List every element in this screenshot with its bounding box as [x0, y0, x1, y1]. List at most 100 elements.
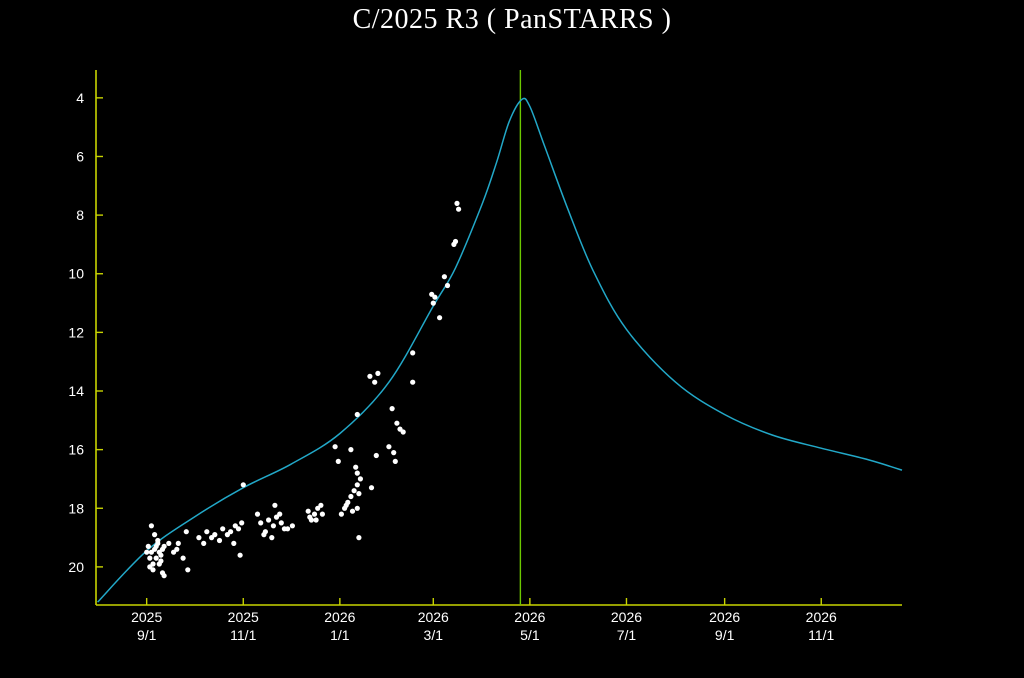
observation-point: [410, 379, 416, 385]
x-tick-date: 3/1: [424, 627, 444, 643]
observation-point: [335, 458, 341, 464]
x-tick-year: 2026: [514, 609, 545, 625]
observation-point: [152, 532, 158, 538]
observation-point: [147, 555, 153, 561]
x-tick-date: 9/1: [715, 627, 735, 643]
observation-point: [201, 540, 207, 547]
observation-point: [392, 458, 398, 464]
observation-point: [372, 379, 378, 385]
observation-point: [305, 508, 311, 514]
x-tick-date: 11/1: [808, 627, 834, 643]
observation-point: [319, 511, 325, 517]
observation-point: [235, 526, 242, 532]
y-tick-label: 16: [68, 442, 84, 458]
observation-point: [237, 552, 243, 558]
observation-point: [289, 523, 295, 529]
x-tick-date: 9/1: [137, 627, 157, 643]
y-tick-label: 14: [68, 383, 84, 399]
predicted-magnitude-curve: [97, 97, 903, 603]
observation-points: [144, 200, 462, 579]
observation-point: [354, 411, 360, 418]
x-tick-year: 2026: [709, 609, 740, 625]
observation-point: [307, 514, 313, 520]
observation-point: [254, 511, 261, 517]
observation-point: [175, 540, 181, 547]
observation-point: [240, 482, 246, 488]
x-tick-date: 11/1: [230, 627, 256, 643]
observation-point: [272, 502, 278, 508]
observation-point: [367, 373, 373, 379]
x-tick-year: 2026: [806, 609, 837, 625]
observation-point: [343, 502, 349, 508]
observation-point: [313, 517, 319, 523]
observation-point: [389, 406, 395, 412]
observation-point: [231, 540, 237, 547]
observation-point: [356, 535, 362, 541]
observation-point: [456, 206, 462, 212]
observation-point: [156, 561, 162, 567]
observation-point: [158, 552, 164, 558]
y-tick-label: 6: [76, 148, 84, 164]
y-tick-labels: 4 6 8 10 12 14 16 18 20: [68, 90, 84, 575]
observation-point: [348, 493, 354, 500]
observation-point: [432, 294, 438, 300]
observation-point: [228, 529, 234, 535]
observation-point: [318, 502, 324, 508]
x-tick-date: 7/1: [617, 627, 637, 643]
y-tick-label: 8: [76, 207, 84, 223]
observation-point: [354, 505, 360, 511]
observation-point: [196, 535, 202, 541]
observation-point: [351, 488, 357, 494]
observation-point: [349, 508, 356, 514]
observation-point: [161, 573, 167, 579]
observation-point: [357, 476, 363, 482]
observation-point: [161, 543, 167, 550]
observation-point: [150, 567, 156, 573]
observation-point: [285, 526, 291, 532]
observation-point: [180, 555, 186, 561]
observation-point: [386, 444, 392, 450]
y-tick-label: 4: [76, 90, 84, 106]
observation-point: [391, 450, 397, 456]
observation-point: [269, 535, 275, 541]
observation-point: [266, 517, 272, 523]
observation-point: [348, 447, 354, 453]
observation-point: [185, 567, 191, 573]
x-tick-date: 1/1: [330, 627, 350, 643]
axes: [95, 70, 902, 606]
observation-point: [216, 537, 223, 544]
observation-point: [183, 529, 189, 535]
observation-point: [394, 420, 400, 426]
observation-point: [353, 464, 359, 470]
observation-point: [430, 300, 436, 306]
observation-point: [354, 470, 360, 476]
chart-title: C/2025 R3 ( PanSTARRS ): [352, 4, 672, 35]
observation-point: [356, 491, 362, 497]
observation-point: [451, 241, 457, 247]
observation-point: [270, 523, 276, 529]
observation-point: [148, 523, 154, 529]
observation-point: [373, 452, 379, 459]
observation-point: [400, 429, 406, 435]
observation-point: [311, 511, 318, 517]
observation-point: [155, 540, 161, 547]
observation-point: [204, 529, 210, 535]
observation-point: [437, 315, 443, 321]
magnitude-curve: [97, 97, 903, 603]
observation-point: [220, 526, 226, 532]
observation-point: [368, 485, 375, 491]
y-tick-label: 10: [68, 266, 84, 282]
observation-point: [174, 546, 180, 552]
observation-point: [261, 532, 267, 538]
x-tick-year: 2026: [418, 609, 449, 625]
observation-point: [277, 511, 283, 517]
observation-point: [145, 543, 151, 550]
observation-point: [212, 532, 218, 538]
x-tick-date: 5/1: [520, 627, 540, 643]
observation-point: [166, 540, 172, 547]
observation-point: [153, 555, 159, 561]
observation-point: [354, 482, 360, 488]
observation-point: [410, 350, 416, 356]
observation-point: [441, 274, 447, 280]
